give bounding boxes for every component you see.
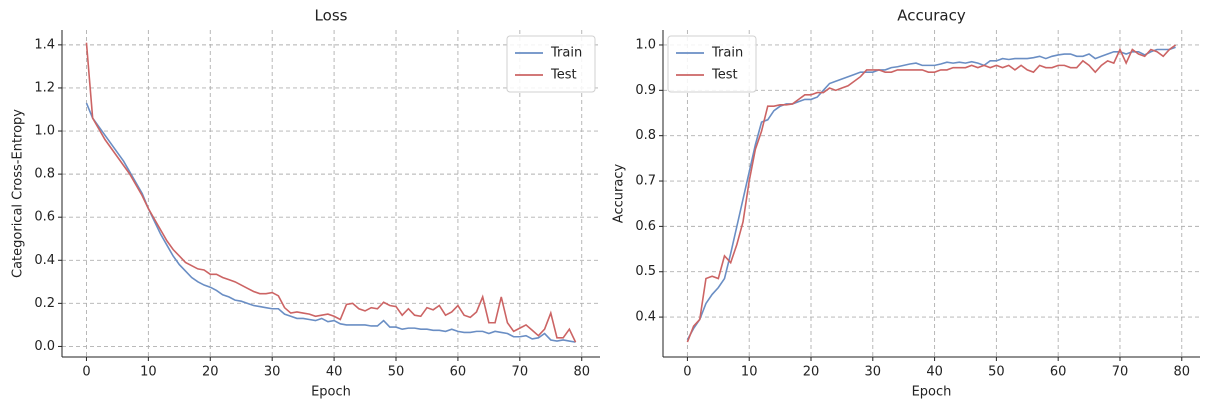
x-tick-label: 80 bbox=[1173, 365, 1190, 380]
y-tick-label: 0.6 bbox=[34, 210, 55, 225]
x-tick-label: 60 bbox=[450, 365, 467, 380]
y-tick-label: 0.0 bbox=[34, 339, 55, 354]
x-tick-label: 10 bbox=[741, 365, 758, 380]
y-tick-label: 1.0 bbox=[34, 124, 55, 139]
y-tick-label: 0.8 bbox=[635, 128, 656, 143]
y-tick-label: 1.0 bbox=[635, 37, 656, 52]
x-tick-label: 80 bbox=[573, 365, 590, 380]
legend-label: Test bbox=[711, 68, 738, 83]
x-tick-label: 60 bbox=[1050, 365, 1067, 380]
x-tick-label: 40 bbox=[926, 365, 943, 380]
x-tick-label: 70 bbox=[1112, 365, 1129, 380]
y-tick-label: 0.6 bbox=[635, 219, 656, 234]
x-tick-label: 30 bbox=[264, 365, 281, 380]
line-series bbox=[85, 42, 577, 343]
line-series bbox=[85, 102, 576, 343]
legend: Train Test bbox=[506, 35, 596, 93]
x-tick-label: 30 bbox=[865, 365, 882, 380]
x-tick-label: 0 bbox=[683, 365, 691, 380]
legend: Train Test bbox=[667, 35, 757, 93]
y-tick-label: 1.2 bbox=[34, 80, 55, 95]
x-tick-label: 40 bbox=[326, 365, 343, 380]
chart-title: Accuracy bbox=[897, 7, 966, 25]
line-series bbox=[686, 44, 1177, 343]
legend-label: Train bbox=[711, 46, 743, 61]
x-tick-label: 50 bbox=[988, 365, 1005, 380]
x-axis-label: Epoch bbox=[912, 385, 952, 400]
y-tick-label: 1.4 bbox=[34, 37, 55, 52]
x-tick-label: 10 bbox=[140, 365, 157, 380]
y-tick-label: 0.7 bbox=[635, 174, 656, 189]
y-tick-label: 0.9 bbox=[635, 83, 656, 98]
y-tick-label: 0.2 bbox=[34, 296, 55, 311]
legend-box bbox=[506, 35, 596, 93]
y-tick-label: 0.4 bbox=[635, 310, 656, 325]
y-axis-label: Categorical Cross-Entropy bbox=[11, 109, 26, 278]
legend-box bbox=[667, 35, 757, 93]
legend-label: Test bbox=[550, 68, 577, 83]
chart-title: Loss bbox=[315, 7, 348, 25]
x-tick-label: 20 bbox=[202, 365, 219, 380]
y-tick-label: 0.5 bbox=[635, 264, 656, 279]
x-tick-label: 20 bbox=[803, 365, 820, 380]
y-tick-label: 0.4 bbox=[34, 253, 55, 268]
y-axis-label: Accuracy bbox=[612, 164, 627, 224]
x-axis-label: Epoch bbox=[311, 385, 351, 400]
x-tick-label: 50 bbox=[388, 365, 405, 380]
line-series bbox=[686, 46, 1176, 341]
x-tick-label: 70 bbox=[512, 365, 529, 380]
x-tick-label: 0 bbox=[82, 365, 90, 380]
legend-label: Train bbox=[550, 46, 582, 61]
y-tick-label: 0.8 bbox=[34, 167, 55, 182]
